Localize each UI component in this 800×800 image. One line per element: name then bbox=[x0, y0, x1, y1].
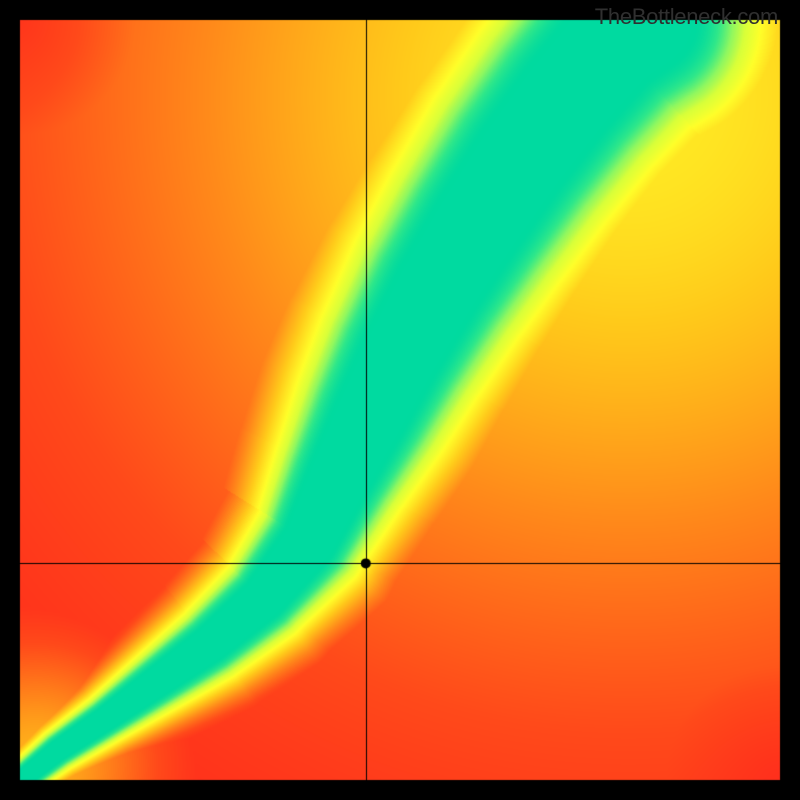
heatmap-plot bbox=[0, 0, 800, 800]
watermark-label: TheBottleneck.com bbox=[595, 4, 778, 30]
chart-container: TheBottleneck.com bbox=[0, 0, 800, 800]
